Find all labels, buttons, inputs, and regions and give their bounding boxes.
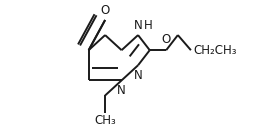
Text: O: O — [162, 33, 171, 46]
Text: N: N — [134, 19, 143, 32]
Text: N: N — [117, 84, 126, 97]
Text: N: N — [134, 69, 143, 82]
Text: O: O — [100, 4, 110, 17]
Text: H: H — [144, 19, 152, 32]
Text: CH₂CH₃: CH₂CH₃ — [193, 44, 236, 57]
Text: CH₃: CH₃ — [94, 114, 116, 127]
